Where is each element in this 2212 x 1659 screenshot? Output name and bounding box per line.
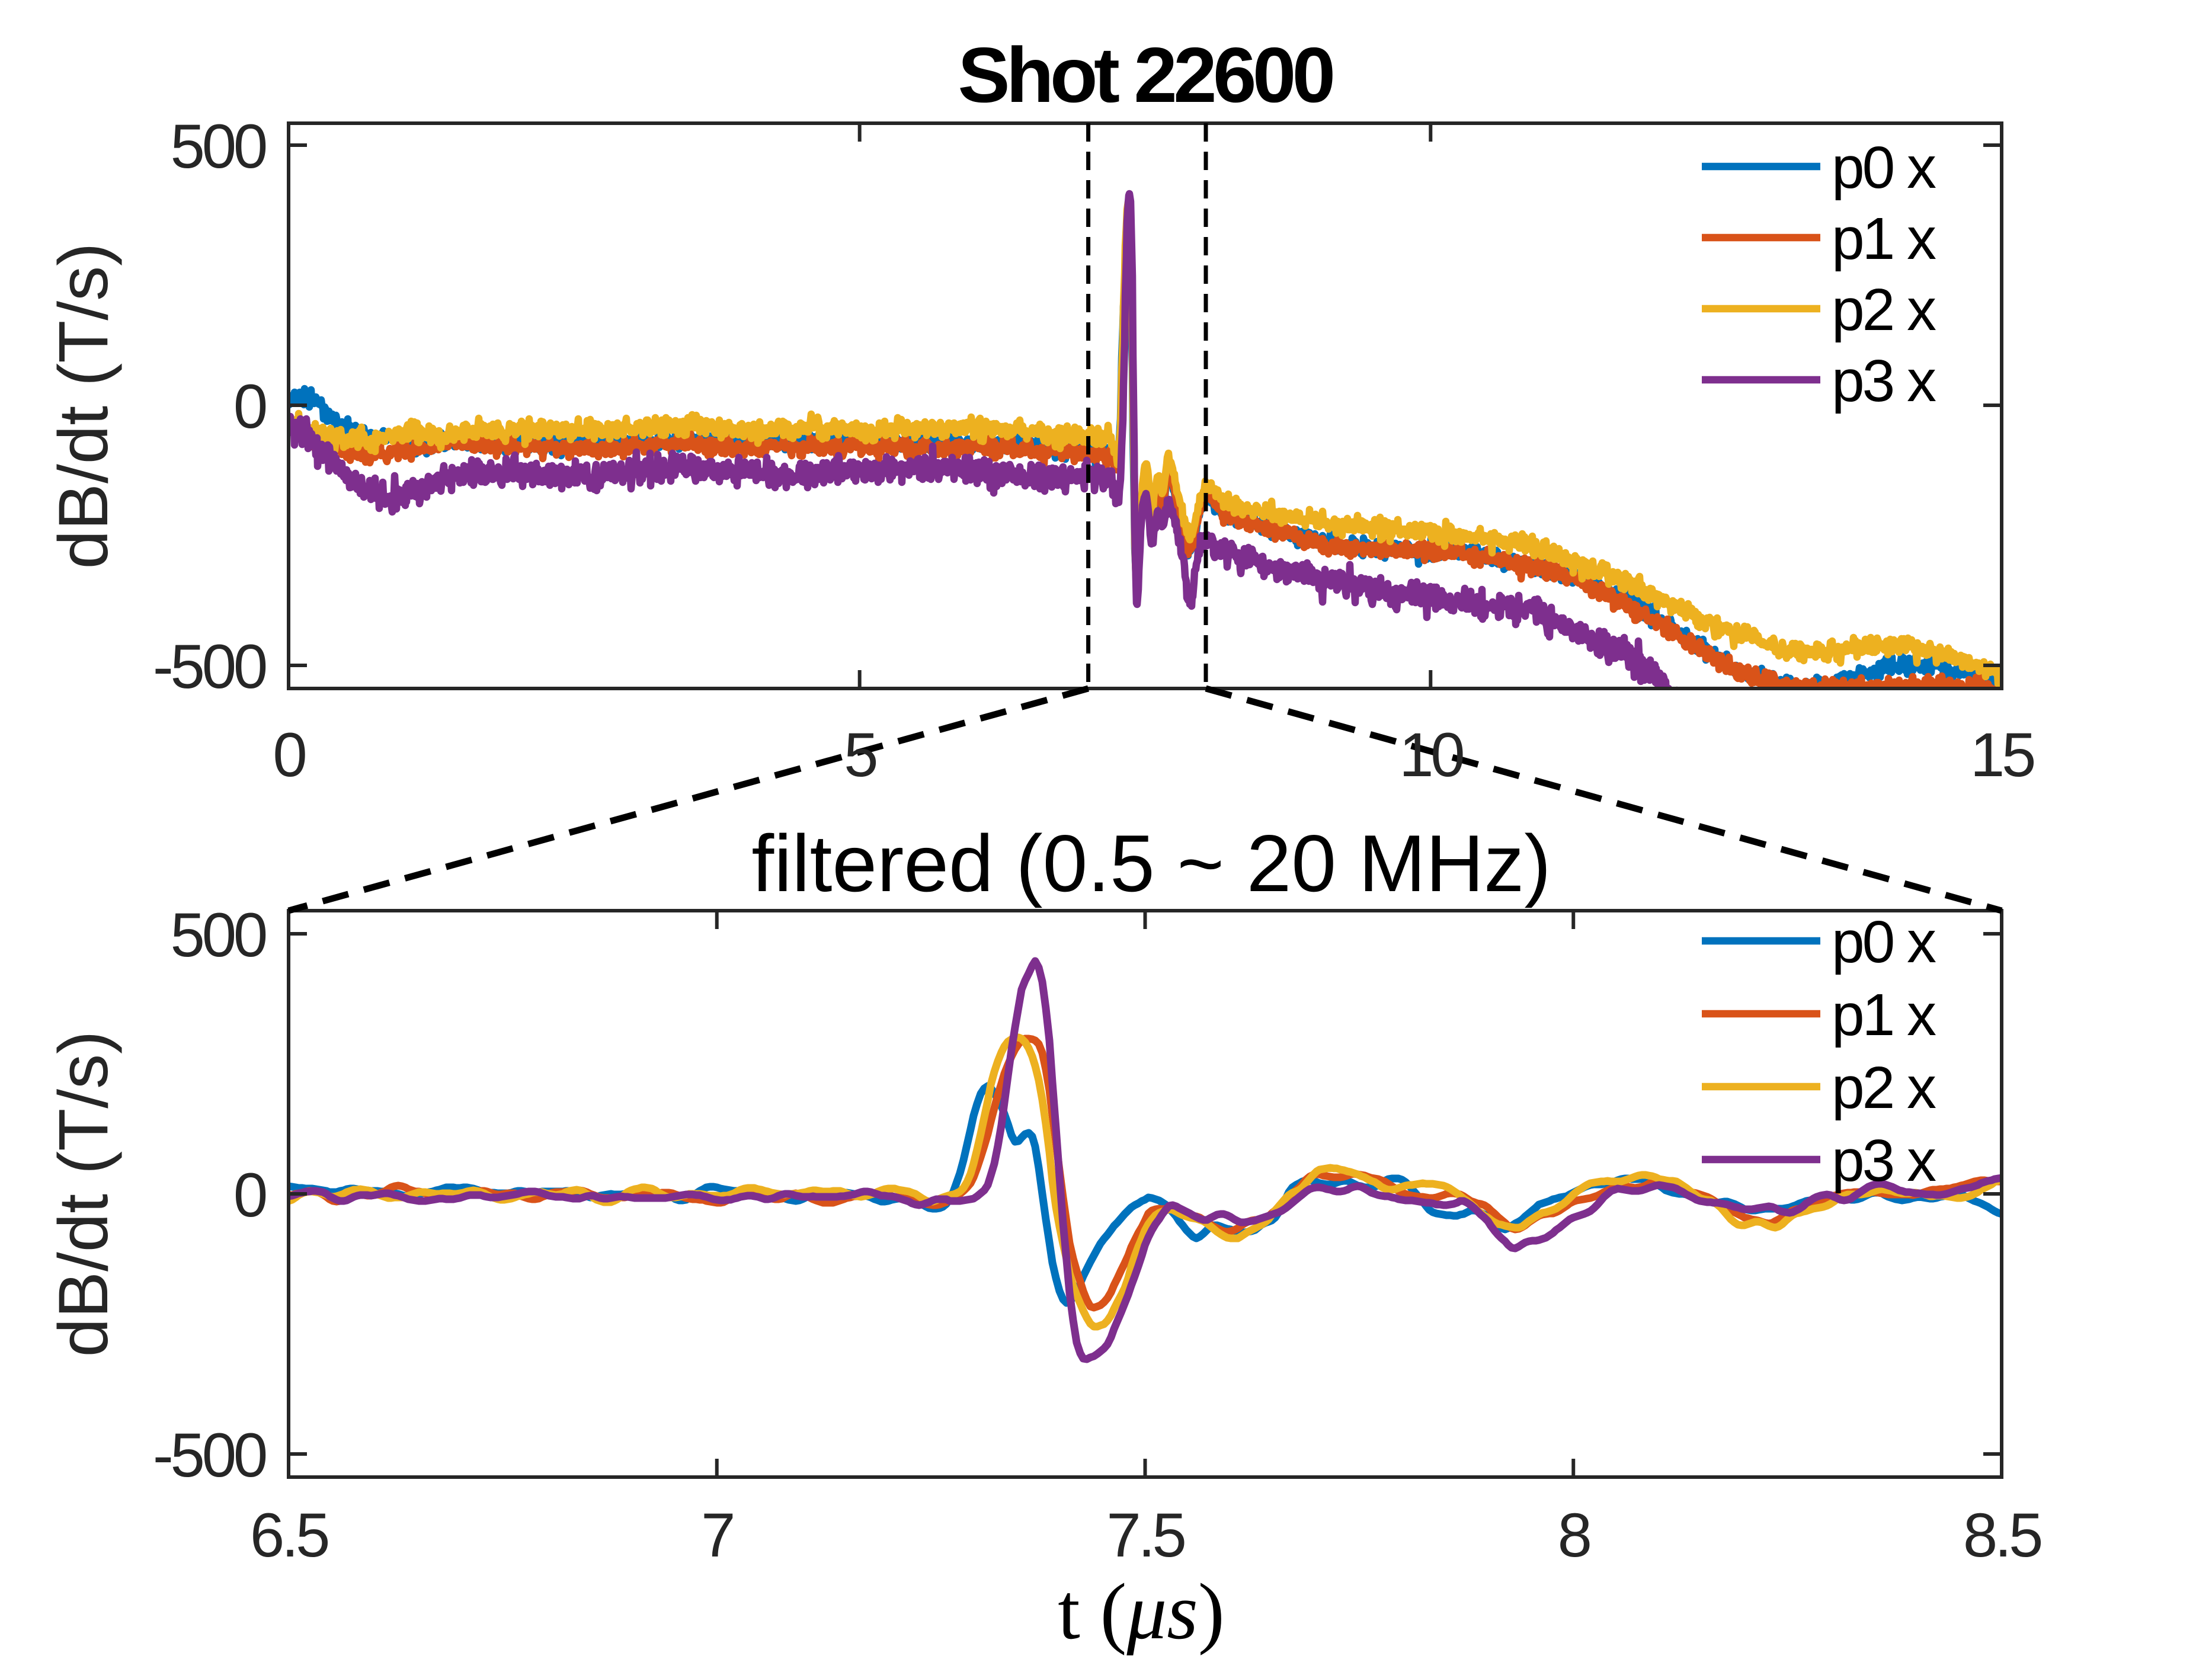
svg-text:p0 x: p0 x xyxy=(1832,909,1936,975)
svg-text:10: 10 xyxy=(1399,720,1463,790)
svg-text:500: 500 xyxy=(171,901,266,970)
svg-text:7: 7 xyxy=(701,1501,733,1570)
svg-text:p1 x: p1 x xyxy=(1832,206,1936,272)
svg-text:15: 15 xyxy=(1970,720,2034,790)
svg-text:-500: -500 xyxy=(153,1421,266,1490)
svg-text:Shot 22600: Shot 22600 xyxy=(958,31,1333,118)
svg-text:p3 x: p3 x xyxy=(1832,1128,1936,1194)
svg-text:p2 x: p2 x xyxy=(1832,1055,1936,1121)
svg-text:8: 8 xyxy=(1558,1501,1590,1570)
svg-text:p3 x: p3 x xyxy=(1832,348,1936,414)
svg-text:filtered (0.5 ~ 20 MHz): filtered (0.5 ~ 20 MHz) xyxy=(751,818,1551,908)
svg-text:p0 x: p0 x xyxy=(1832,134,1936,201)
svg-text:0: 0 xyxy=(233,1161,266,1230)
svg-text:0: 0 xyxy=(233,372,266,441)
svg-text:7.5: 7.5 xyxy=(1106,1501,1184,1570)
svg-text:6.5: 6.5 xyxy=(250,1501,328,1570)
svg-text:p1 x: p1 x xyxy=(1832,982,1936,1048)
svg-text:5: 5 xyxy=(844,720,876,790)
svg-text:dB/dt (T/s): dB/dt (T/s) xyxy=(44,1031,123,1357)
svg-text:8.5: 8.5 xyxy=(1963,1501,2041,1570)
svg-text:0: 0 xyxy=(273,720,305,790)
svg-text:500: 500 xyxy=(171,112,266,181)
svg-text:p2 x: p2 x xyxy=(1832,277,1936,343)
svg-text:t (μs): t (μs) xyxy=(1058,1568,1225,1656)
svg-text:-500: -500 xyxy=(153,632,266,702)
svg-text:dB/dt (T/s): dB/dt (T/s) xyxy=(44,243,123,569)
